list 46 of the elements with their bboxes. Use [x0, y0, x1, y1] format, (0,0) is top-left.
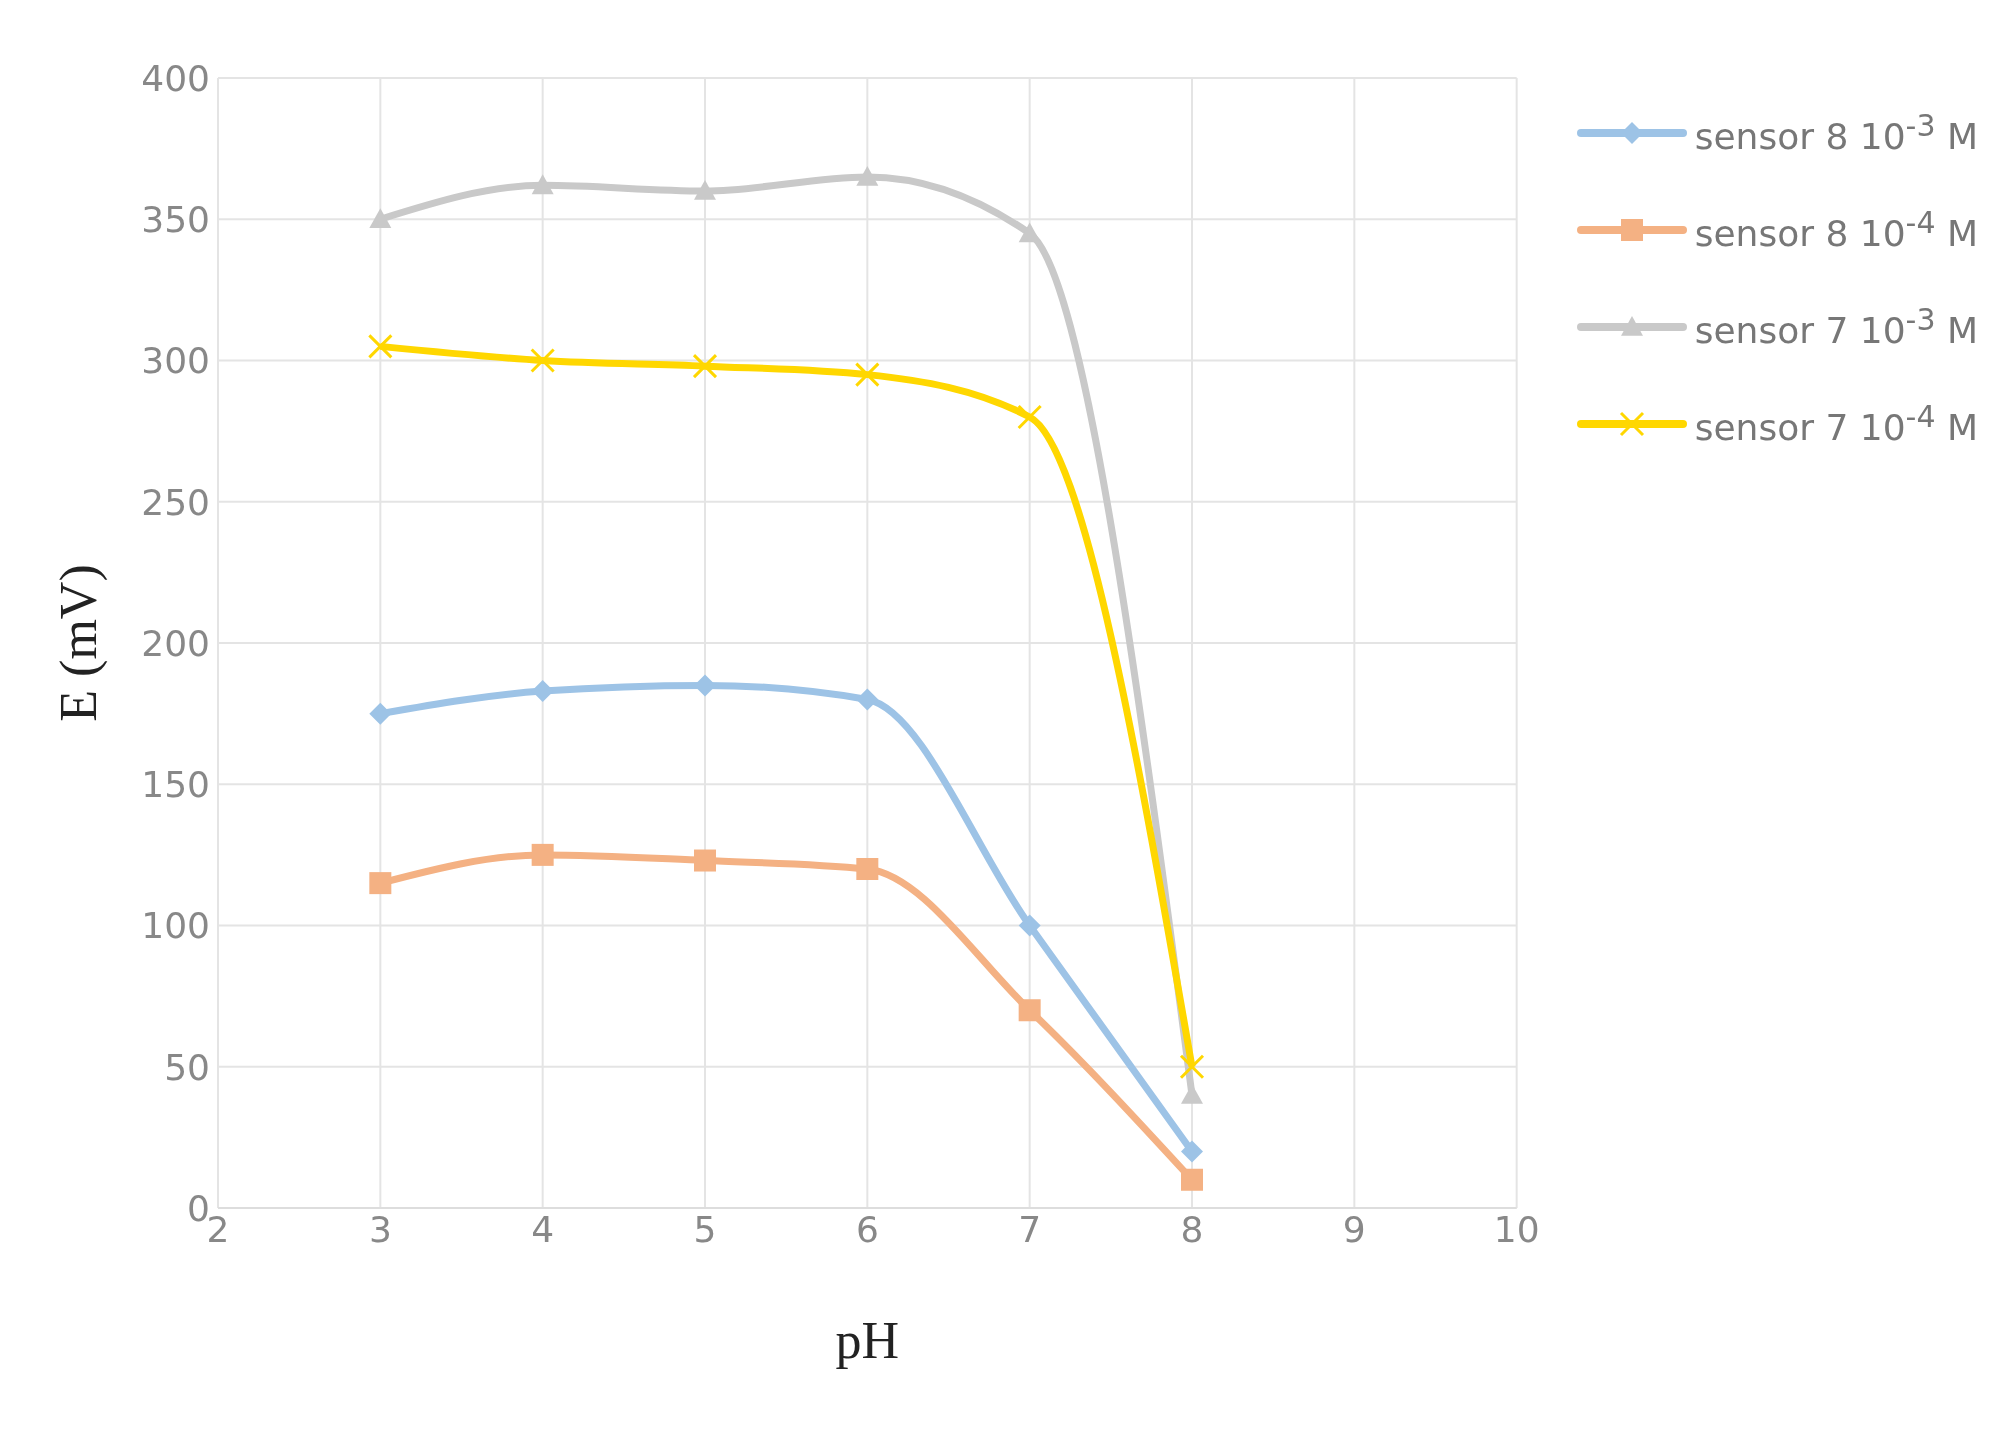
- point: [694, 849, 716, 872]
- x-axis-title: pH: [835, 1312, 900, 1369]
- y-tick-label: 200: [141, 622, 210, 664]
- point: [1179, 1054, 1205, 1080]
- point: [856, 165, 879, 186]
- legend-label: sensor 7 10$^{-4}$ M: [1694, 399, 1978, 448]
- point: [1180, 1168, 1203, 1191]
- x-tick-label: 7: [1018, 1208, 1042, 1250]
- point: [1018, 914, 1041, 937]
- point: [1018, 222, 1041, 243]
- x-tick-label: 3: [368, 1208, 392, 1250]
- y-tick-label: 0: [187, 1187, 210, 1229]
- x-tick-label: 4: [531, 1208, 555, 1250]
- legend-label: sensor 8 10$^{-3}$ M: [1694, 108, 1978, 157]
- point: [369, 872, 392, 895]
- point: [856, 688, 879, 711]
- y-tick-label: 250: [141, 481, 210, 523]
- legend-label: sensor 8 10$^{-4}$ M: [1694, 205, 1978, 254]
- point: [367, 333, 393, 359]
- point: [1018, 999, 1041, 1022]
- y-tick-label: 100: [141, 905, 210, 947]
- x-tick-label: 9: [1342, 1208, 1366, 1250]
- y-tick-label: 150: [141, 764, 210, 806]
- point: [369, 702, 392, 725]
- point: [369, 208, 392, 229]
- y-tick-label: 350: [141, 199, 210, 241]
- point: [694, 180, 716, 200]
- y-tick-label: 50: [164, 1046, 210, 1088]
- point: [692, 353, 718, 379]
- x-tick-label: 5: [693, 1208, 717, 1250]
- x-tick-label: 10: [1493, 1208, 1540, 1250]
- point: [531, 680, 554, 703]
- point: [1017, 404, 1043, 430]
- y-axis-title: E (mV): [50, 564, 109, 722]
- point: [531, 843, 554, 866]
- point: [854, 362, 880, 388]
- point: [694, 674, 716, 697]
- legend-label: sensor 7 10$^{-3}$ M: [1694, 302, 1978, 351]
- point: [1180, 1140, 1203, 1163]
- x-tick-label: 8: [1180, 1208, 1204, 1250]
- point: [856, 858, 879, 880]
- x-tick-label: 6: [855, 1208, 879, 1250]
- y-tick-label: 300: [141, 340, 210, 382]
- point: [530, 348, 556, 373]
- point: [531, 174, 554, 195]
- y-tick-label: 400: [141, 57, 210, 99]
